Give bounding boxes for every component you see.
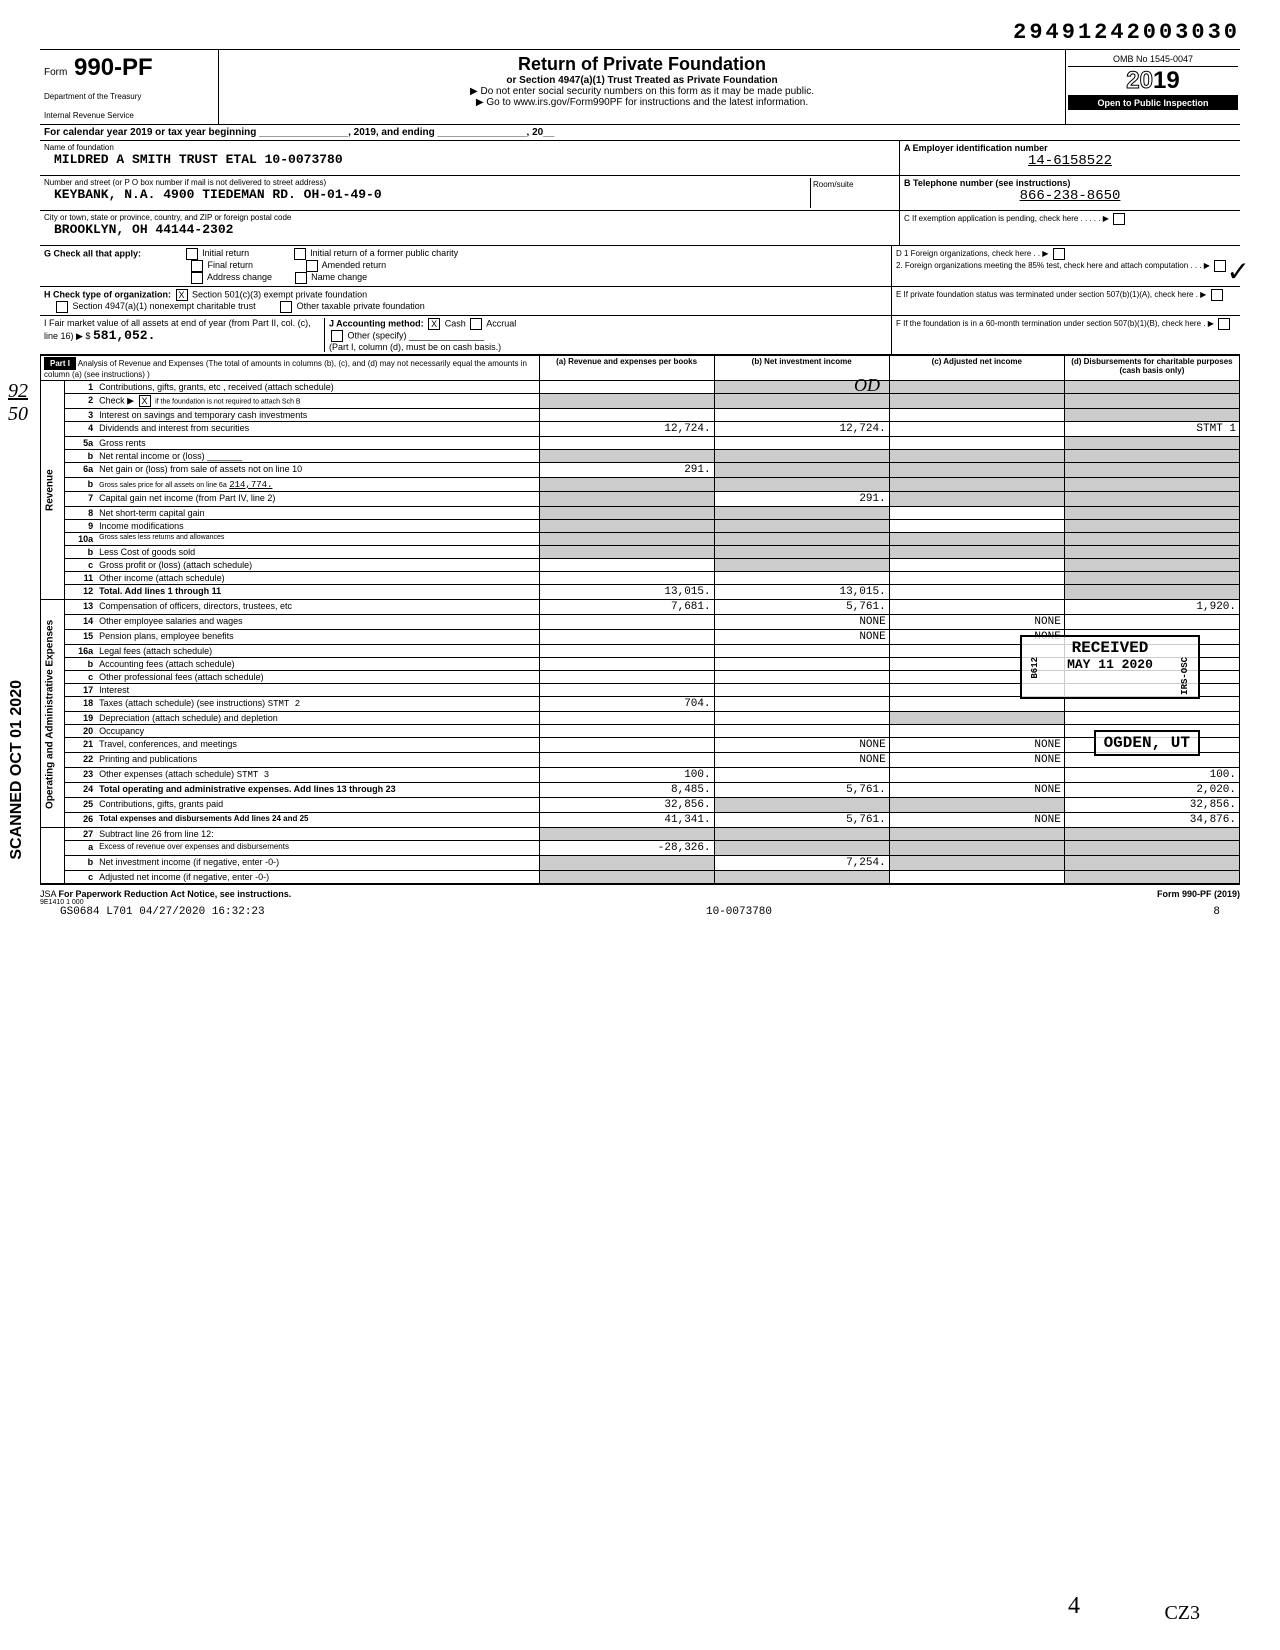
j-accrual[interactable] <box>470 318 482 330</box>
r2-checkbox[interactable]: X <box>139 395 151 407</box>
j-label: J Accounting method: <box>329 318 424 328</box>
f-label: F If the foundation is in a 60-month ter… <box>896 319 1201 328</box>
j-other[interactable] <box>331 330 343 342</box>
room-label: Room/suite <box>813 180 893 189</box>
e-checkbox[interactable] <box>1211 289 1223 301</box>
d1-checkbox[interactable] <box>1053 248 1065 260</box>
form-number: 990-PF <box>74 54 153 81</box>
scanned-stamp: SCANNED OCT 01 2020 <box>8 680 26 860</box>
received-stamp: RECEIVED B612 MAY 11 2020 IRS-OSC <box>1020 635 1200 699</box>
dept-treasury: Department of the Treasury <box>44 92 214 101</box>
name-label: Name of foundation <box>44 143 895 152</box>
c-checkbox[interactable] <box>1113 213 1125 225</box>
revenue-label: Revenue <box>41 381 65 600</box>
ogden-stamp: OGDEN, UT <box>1094 730 1200 756</box>
initial-4: 4 <box>1068 1593 1080 1620</box>
g-addrchange[interactable] <box>191 272 203 284</box>
calendar-year-row: For calendar year 2019 or tax year begin… <box>40 125 1240 141</box>
h-501c3[interactable]: X <box>176 289 188 301</box>
j-cash[interactable]: X <box>428 318 440 330</box>
year-prefix: 20 <box>1126 67 1153 94</box>
bottom-center: 10-0073780 <box>706 906 772 918</box>
col-a-header: (a) Revenue and expenses per books <box>539 356 714 381</box>
year-suffix: 19 <box>1153 67 1180 94</box>
paperwork-notice: For Paperwork Reduction Act Notice, see … <box>59 889 292 899</box>
jsa: JSA <box>40 889 56 899</box>
initial-cz: CZ3 <box>1164 1602 1200 1625</box>
c-label: C If exemption application is pending, c… <box>904 214 1078 223</box>
expense-label: Operating and Administrative Expenses <box>41 600 65 828</box>
part1-desc: Analysis of Revenue and Expenses (The to… <box>44 359 527 379</box>
i-value: 581,052. <box>93 328 155 343</box>
d1-label: D 1 Foreign organizations, check here <box>896 249 1031 258</box>
margin-fraction: 92 50 <box>8 380 28 426</box>
main-title: Return of Private Foundation <box>223 54 1061 75</box>
foundation-name: MILDRED A SMITH TRUST ETAL 10-0073780 <box>44 152 895 167</box>
warning: ▶ Do not enter social security numbers o… <box>223 86 1061 97</box>
g-namechange[interactable] <box>295 272 307 284</box>
phone-label: B Telephone number (see instructions) <box>904 178 1236 188</box>
g-label: G Check all that apply: <box>44 248 141 258</box>
h-label: H Check type of organization: <box>44 289 171 299</box>
h-4947[interactable] <box>56 301 68 313</box>
g-final[interactable] <box>191 260 203 272</box>
ein-label: A Employer identification number <box>904 143 1236 153</box>
foundation-address: KEYBANK, N.A. 4900 TIEDEMAN RD. OH-01-49… <box>44 187 810 202</box>
j-note: (Part I, column (d), must be on cash bas… <box>329 342 501 352</box>
i-label: I Fair market value of all assets at end… <box>44 318 311 341</box>
g-former[interactable] <box>294 248 306 260</box>
g-initial[interactable] <box>186 248 198 260</box>
addr-label: Number and street (or P O box number if … <box>44 178 810 187</box>
document-locator-number: 29491242003030 <box>40 20 1240 45</box>
part1-table: Part I Analysis of Revenue and Expenses … <box>40 355 1240 884</box>
subtitle: or Section 4947(a)(1) Trust Treated as P… <box>223 75 1061 86</box>
footer-code: 9E1410 1 000 <box>40 899 1240 906</box>
f-checkbox[interactable] <box>1218 318 1230 330</box>
foundation-city: BROOKLYN, OH 44144-2302 <box>44 222 895 237</box>
bottom-right: 8 <box>1213 906 1220 918</box>
public-inspection: Open to Public Inspection <box>1068 96 1238 110</box>
col-d-header: (d) Disbursements for charitable purpose… <box>1064 356 1239 381</box>
city-label: City or town, state or province, country… <box>44 213 895 222</box>
d2-label: 2. Foreign organizations meeting the 85%… <box>896 261 1188 270</box>
omb-number: OMB No 1545-0047 <box>1068 52 1238 67</box>
phone-value: 866-238-8650 <box>904 188 1236 204</box>
dept-irs: Internal Revenue Service <box>44 111 214 120</box>
od-handwriting: OD <box>854 375 880 396</box>
check-handwriting: ✓ <box>1227 255 1250 289</box>
bottom-left: GS0684 L701 04/27/2020 16:32:23 <box>60 906 265 918</box>
col-c-header: (c) Adjusted net income <box>889 356 1064 381</box>
form-prefix: Form <box>44 67 67 78</box>
e-label: E If private foundation status was termi… <box>896 290 1193 299</box>
h-other[interactable] <box>280 301 292 313</box>
form-ref: Form 990-PF (2019) <box>1157 889 1240 899</box>
part1-title: Part I <box>44 357 76 370</box>
g-amended[interactable] <box>306 260 318 272</box>
goto: ▶ Go to www.irs.gov/Form990PF for instru… <box>223 97 1061 108</box>
form-header: Form 990-PF Department of the Treasury I… <box>40 49 1240 125</box>
d2-checkbox[interactable] <box>1214 260 1226 272</box>
ein-value: 14-6158522 <box>904 153 1236 169</box>
